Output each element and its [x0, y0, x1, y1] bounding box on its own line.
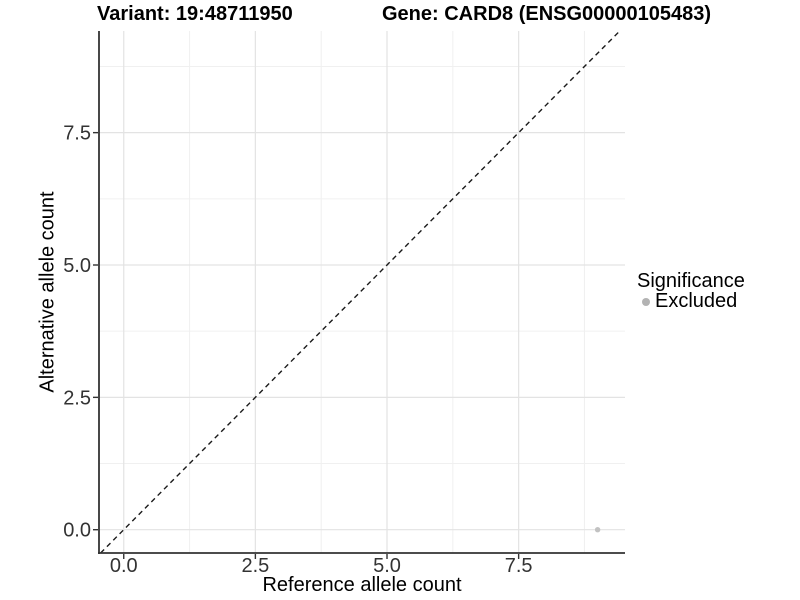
excluded-point-icon: [642, 297, 650, 306]
y-tick-label: 5.0: [63, 255, 91, 277]
variant-title: Variant: 19:48711950: [97, 3, 293, 25]
data-point: [594, 527, 601, 533]
x-tick-label: 7.5: [505, 555, 533, 577]
x-tick-label: 2.5: [241, 555, 269, 577]
y-tick-label: 7.5: [63, 123, 91, 145]
gene-title: Gene: CARD8 (ENSG00000105483): [382, 3, 712, 25]
legend-item: Excluded: [637, 290, 745, 312]
identity-dashed-line: [100, 30, 621, 554]
x-tick-label: 0.0: [110, 555, 138, 577]
y-tick-label: 0.0: [63, 520, 91, 542]
y-tick-label: 2.5: [63, 387, 91, 409]
legend-item-label: Excluded: [655, 290, 738, 312]
legend-title: Significance: [637, 270, 745, 292]
legend: Significance Excluded: [637, 270, 745, 312]
x-axis-title: Reference allele count: [262, 574, 462, 596]
y-axis-title: Alternative allele count: [36, 191, 59, 393]
x-tick-label: 5.0: [373, 555, 401, 577]
